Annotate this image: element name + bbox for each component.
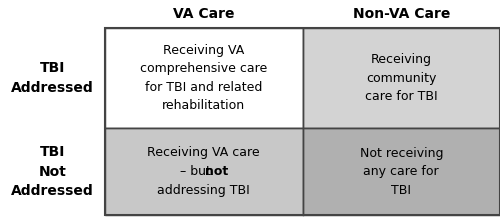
Bar <box>302 128 500 215</box>
Text: – but: – but <box>180 165 214 178</box>
Text: addressing TBI: addressing TBI <box>158 184 250 197</box>
Text: VA Care: VA Care <box>173 7 234 21</box>
Text: Non-VA Care: Non-VA Care <box>352 7 450 21</box>
Text: not: not <box>204 165 228 178</box>
Bar <box>105 28 500 215</box>
Text: Receiving VA care: Receiving VA care <box>148 146 260 159</box>
Text: Receiving
community
care for TBI: Receiving community care for TBI <box>365 53 438 103</box>
Text: Not receiving
any care for
TBI: Not receiving any care for TBI <box>360 146 443 196</box>
Bar <box>105 28 302 128</box>
Text: TBI
Not
Addressed: TBI Not Addressed <box>11 145 94 198</box>
Bar <box>302 28 500 128</box>
Bar <box>105 128 302 215</box>
Text: Receiving VA
comprehensive care
for TBI and related
rehabilitation: Receiving VA comprehensive care for TBI … <box>140 44 268 112</box>
Text: TBI
Addressed: TBI Addressed <box>11 61 94 95</box>
